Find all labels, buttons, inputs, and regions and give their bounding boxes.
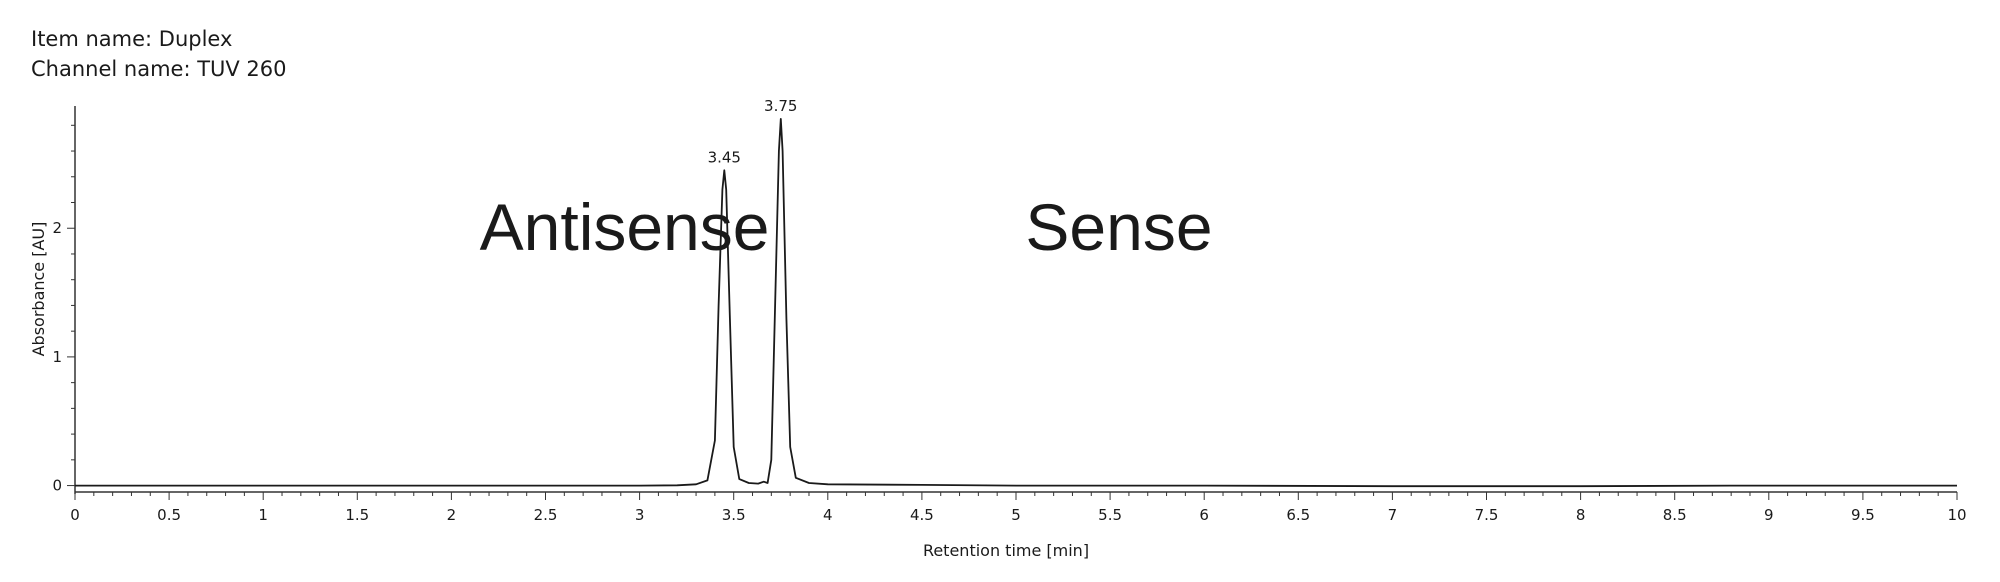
x-tick-label: 1 [258,506,268,524]
x-tick-label: 3.5 [722,506,746,524]
x-axis-title: Retention time [min] [923,541,1089,560]
axes [74,106,1957,494]
x-tick-label: 0 [70,506,80,524]
x-tick-label: 4 [823,506,833,524]
x-tick-label: 6 [1199,506,1209,524]
labels: 3.45 3.75 Antisense Sense [480,97,1213,264]
peak-label: 3.75 [764,97,797,115]
x-tick-label: 10 [1947,506,1966,524]
y-tick-label: 1 [52,348,62,366]
x-tick-label: 7.5 [1475,506,1499,524]
x-tick-label: 9.5 [1851,506,1875,524]
annotation-label: Sense [1025,190,1212,264]
x-tick-label: 8 [1576,506,1586,524]
x-tick-label: 5.5 [1098,506,1122,524]
y-tick-label: 0 [52,477,62,495]
ticks: 0 0.5 1 1.5 2 2.5 3 3.5 4 4.5 5 5.5 6 6.5 7 7.5 8 8.5 9 9.5… [52,124,1967,524]
x-tick-label: 6.5 [1286,506,1310,524]
annotation-label: Antisense [480,190,770,264]
series-group [75,118,1957,488]
x-tick-label: 2.5 [534,506,558,524]
y-axis-title: Absorbance [AU] [29,222,48,357]
x-tick-label: 2 [447,506,457,524]
x-tick-label: 4.5 [910,506,934,524]
y-tick-label: 2 [52,219,62,237]
x-tick-label: 5 [1011,506,1021,524]
item-name-label: Item name: Duplex [31,27,233,51]
x-tick-label: 8.5 [1663,506,1687,524]
x-tick-label: 7 [1388,506,1398,524]
x-tick-label: 0.5 [157,506,181,524]
channel-name-label: Channel name: TUV 260 [31,57,287,81]
x-tick-label: 9 [1764,506,1774,524]
series-line [75,118,1957,488]
peak-label: 3.45 [708,148,741,166]
x-tick-label: 3 [635,506,645,524]
x-tick-label: 1.5 [345,506,369,524]
